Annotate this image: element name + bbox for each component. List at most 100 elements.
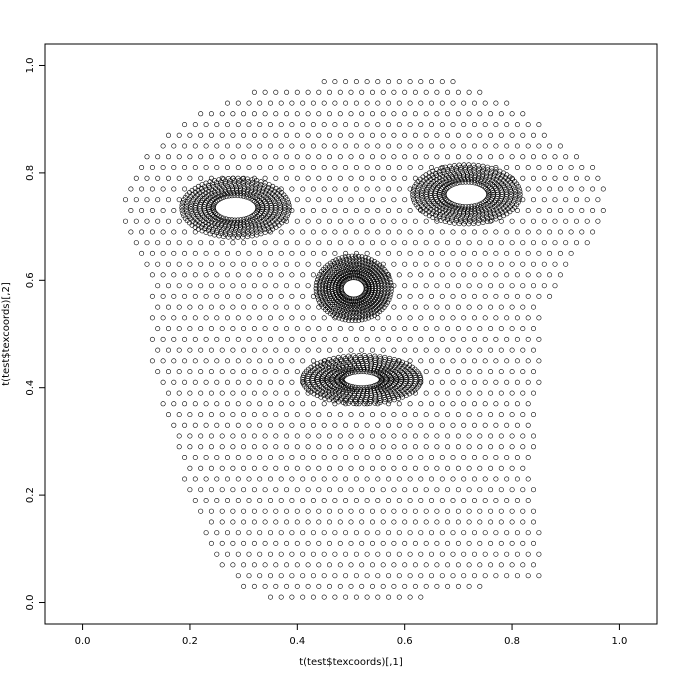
data-point — [439, 358, 445, 364]
data-point — [323, 288, 329, 294]
data-point — [149, 165, 155, 171]
data-point — [267, 530, 273, 536]
data-point — [300, 379, 306, 385]
data-point — [198, 444, 204, 450]
data-point — [320, 281, 326, 287]
data-point — [262, 240, 268, 246]
data-point — [391, 465, 397, 471]
data-point — [348, 154, 354, 160]
data-point — [498, 261, 504, 267]
data-point — [348, 444, 354, 450]
data-point — [335, 262, 341, 268]
data-point — [407, 186, 413, 192]
data-point — [160, 143, 166, 149]
data-point — [412, 261, 418, 267]
data-point — [273, 261, 279, 267]
y-axis-title: t(test$texcoords)[,2] — [1, 282, 12, 386]
data-point — [398, 377, 404, 383]
data-point — [326, 487, 332, 493]
data-point — [219, 111, 225, 117]
data-point — [557, 229, 563, 235]
data-point — [187, 433, 193, 439]
data-point — [455, 562, 461, 568]
data-point — [348, 132, 354, 138]
data-point — [332, 530, 338, 536]
data-point — [391, 508, 397, 514]
data-point — [364, 551, 370, 557]
data-point — [128, 186, 134, 192]
data-point — [386, 336, 392, 342]
data-point — [466, 240, 472, 246]
data-point — [316, 583, 322, 589]
data-point — [337, 433, 343, 439]
data-point — [230, 508, 236, 514]
data-point — [388, 280, 394, 286]
data-point — [478, 176, 484, 182]
data-point — [160, 208, 166, 214]
data-point — [310, 530, 316, 536]
data-point — [314, 280, 320, 286]
data-point — [477, 326, 483, 332]
data-point — [386, 143, 392, 149]
data-point — [382, 354, 388, 360]
data-point — [491, 172, 497, 178]
data-point — [160, 379, 166, 385]
data-point — [230, 444, 236, 450]
data-point — [391, 540, 397, 546]
data-point — [509, 433, 515, 439]
data-point — [316, 154, 322, 160]
data-point — [160, 272, 166, 278]
data-point — [423, 369, 429, 375]
data-point — [257, 454, 263, 460]
data-point — [364, 422, 370, 428]
data-point — [563, 154, 569, 160]
data-point — [343, 369, 349, 375]
data-point — [439, 100, 445, 106]
data-point — [234, 185, 240, 191]
data-point — [323, 366, 329, 372]
data-point — [434, 519, 440, 525]
data-point — [336, 315, 342, 321]
data-point — [192, 250, 198, 256]
data-point — [525, 122, 531, 128]
data-point — [208, 326, 214, 332]
data-point — [235, 336, 241, 342]
data-point — [317, 281, 323, 287]
data-point — [326, 286, 332, 292]
data-point — [176, 444, 182, 450]
data-point — [498, 487, 504, 493]
data-point — [176, 261, 182, 267]
data-point — [182, 379, 188, 385]
data-point — [482, 336, 488, 342]
data-point — [294, 487, 300, 493]
data-point — [235, 315, 241, 321]
data-point — [219, 132, 225, 138]
data-point — [488, 519, 494, 525]
data-point — [434, 412, 440, 418]
data-point — [466, 465, 472, 471]
data-point — [289, 165, 295, 171]
data-point — [375, 250, 381, 256]
data-point — [214, 530, 220, 536]
data-point — [278, 422, 284, 428]
data-point — [504, 293, 510, 299]
data-point — [333, 314, 339, 320]
data-point — [289, 229, 295, 235]
data-point — [418, 79, 424, 85]
data-point — [514, 454, 520, 460]
data-point — [353, 165, 359, 171]
data-point — [402, 218, 408, 224]
data-point — [316, 111, 322, 117]
data-point — [498, 412, 504, 418]
data-point — [466, 390, 472, 396]
data-point — [251, 191, 257, 197]
data-point — [504, 250, 510, 256]
data-point — [273, 519, 279, 525]
data-point — [402, 562, 408, 568]
data-point — [477, 89, 483, 95]
data-point — [207, 231, 213, 237]
data-point — [294, 111, 300, 117]
data-point — [251, 326, 257, 332]
data-point — [563, 218, 569, 224]
